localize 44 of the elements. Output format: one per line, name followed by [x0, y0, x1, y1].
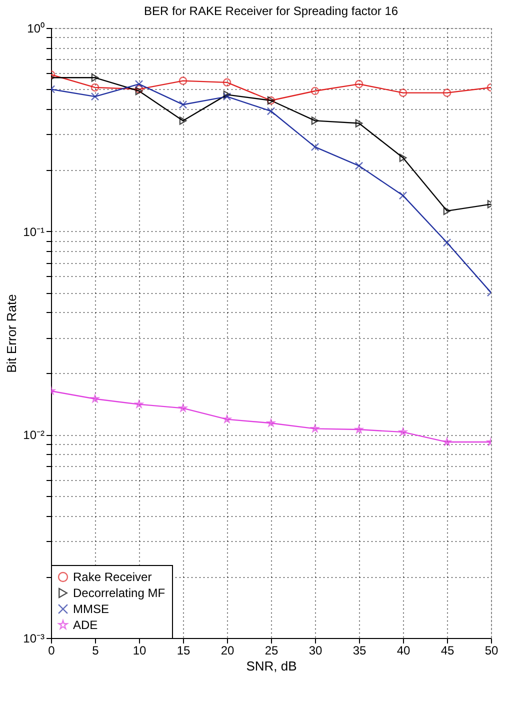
- x-tick-label: 50: [484, 644, 498, 658]
- point: [442, 88, 452, 97]
- x-tick-label: 25: [264, 644, 278, 658]
- point: [398, 191, 408, 200]
- point: [134, 85, 144, 94]
- y-tick-label: 10⁻³: [23, 632, 45, 646]
- x-tick-label: 30: [308, 644, 322, 658]
- point: [178, 100, 188, 109]
- point: [266, 107, 276, 116]
- point: [354, 162, 364, 170]
- x-tick-label: 40: [396, 644, 410, 658]
- point: [442, 238, 452, 247]
- point: [355, 119, 363, 128]
- x-axis-title: SNR, dB: [246, 658, 297, 674]
- point: [178, 76, 188, 85]
- point: [398, 88, 408, 97]
- x-tick-label: 35: [352, 644, 366, 658]
- x-tick-label: 10: [132, 644, 146, 658]
- y-tick-label: 10⁻²: [23, 428, 45, 442]
- point: [310, 86, 320, 96]
- point: [354, 80, 364, 88]
- legend-label: ADE: [73, 618, 98, 632]
- y-tick-label: 10⁻¹: [23, 224, 45, 239]
- y-axis-title: Bit Error Rate: [4, 294, 20, 373]
- x-tick-label: 20: [220, 644, 234, 658]
- x-tick-label: 5: [92, 644, 100, 658]
- x-tick-label: 0: [48, 644, 56, 658]
- point: [90, 92, 100, 101]
- legend-label: Decorrelating MF: [73, 586, 166, 600]
- point: [134, 80, 144, 88]
- chart-title: BER for RAKE Receiver for Spreading factor 16: [144, 4, 398, 18]
- point: [91, 74, 99, 82]
- point: [222, 78, 232, 87]
- point: [310, 142, 320, 152]
- y-tick-label: 10⁰: [27, 22, 44, 36]
- point: [399, 154, 407, 162]
- point: [90, 83, 100, 92]
- point: [179, 116, 187, 125]
- point: [443, 206, 451, 216]
- x-tick-label: 15: [176, 644, 190, 658]
- point: [311, 116, 319, 125]
- legend-label: MMSE: [73, 602, 109, 616]
- legend-label: Rake Receiver: [73, 570, 152, 584]
- x-tick-label: 45: [440, 644, 454, 658]
